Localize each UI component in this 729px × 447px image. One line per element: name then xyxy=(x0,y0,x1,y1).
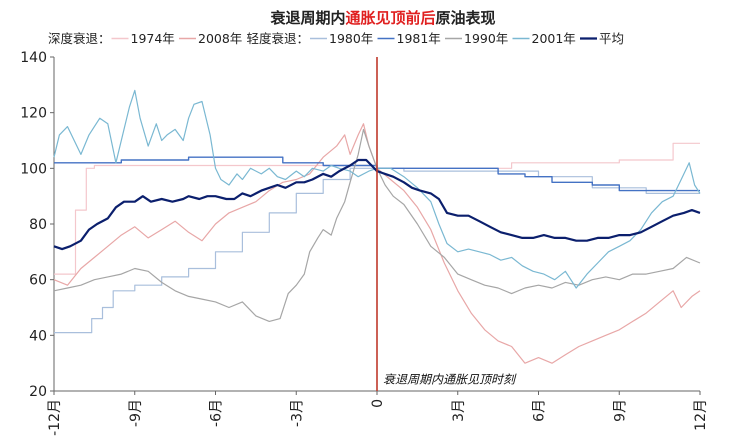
y-tick-label: 40 xyxy=(29,328,47,344)
chart-title-suffix: 原油表现 xyxy=(436,9,496,27)
legend-entry-1974年: 1974年 xyxy=(131,31,175,46)
x-tick-label: 9月 xyxy=(612,399,628,422)
legend-group-label: 深度衰退： xyxy=(48,31,111,46)
chart-title-prefix: 衰退周期内 xyxy=(269,9,345,27)
legend-entry-2001年: 2001年 xyxy=(532,31,576,46)
chart-overlay: 衰退周期内通胀见顶时刻 xyxy=(376,57,517,391)
x-tick-label: 0 xyxy=(370,399,386,408)
y-tick-label: 140 xyxy=(20,50,47,66)
y-tick-label: 100 xyxy=(20,161,47,177)
y-tick-label: 60 xyxy=(29,273,47,289)
legend-entry-1990年: 1990年 xyxy=(464,31,508,46)
x-tick-label: 6月 xyxy=(532,399,548,422)
series-line-平均 xyxy=(53,158,701,251)
legend-group-label: 轻度衰退： xyxy=(247,31,310,46)
x-tick-label: 12月 xyxy=(693,399,709,431)
chart-title: 衰退周期内通胀见顶前后原油表现 xyxy=(269,9,495,27)
legend-entry-1980年: 1980年 xyxy=(329,31,373,46)
y-tick-label: 80 xyxy=(29,217,47,233)
x-tick-label: -6月 xyxy=(209,399,225,427)
legend-entry-1981年: 1981年 xyxy=(397,31,441,46)
series-line-1980年 xyxy=(54,167,700,334)
plot-area xyxy=(53,89,701,364)
y-tick-label: 20 xyxy=(29,384,47,400)
chart-legend: 深度衰退： 1974年 2008年 轻度衰退： 1980年 1981年 1990年 2001年… xyxy=(48,31,624,46)
legend-entry-2008年: 2008年 xyxy=(198,31,242,46)
x-tick-label: -9月 xyxy=(128,399,144,427)
x-tick-label: 3月 xyxy=(451,399,467,422)
y-tick-label: 120 xyxy=(20,106,47,122)
series-line-2001年 xyxy=(53,89,701,289)
chart-title-highlight: 通胀见顶前后 xyxy=(345,9,435,27)
x-tick-label: -12月 xyxy=(47,399,63,436)
inflation-peak-annotation: 衰退周期内通胀见顶时刻 xyxy=(383,372,517,386)
legend-entry-平均: 平均 xyxy=(599,31,624,46)
x-tick-label: -3月 xyxy=(289,399,305,427)
chart-axes: 20 40 60 80 100 120 140 -12月 -9月 -6月 -3月 0 3月 6月 9月 12月 xyxy=(20,50,709,436)
